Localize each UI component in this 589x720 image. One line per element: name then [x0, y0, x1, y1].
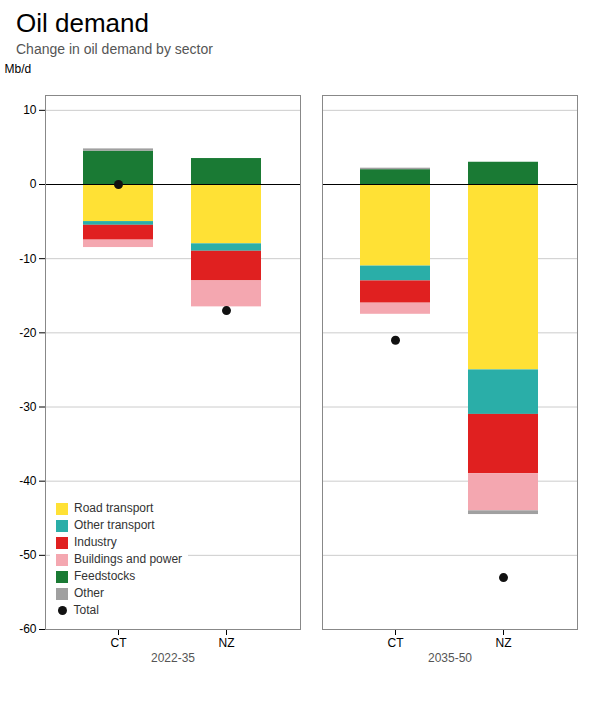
html-text:Other transport: Other transport [74, 518, 155, 532]
svg-text:-40: -40 [19, 474, 37, 488]
svg-text:CT: CT [111, 636, 128, 650]
svg-text:Mb/d: Mb/d [5, 62, 32, 76]
html-text:Industry: Industry [74, 535, 117, 549]
svg-text:-60: -60 [19, 622, 37, 636]
html-text:Feedstocks: Feedstocks [74, 569, 136, 583]
html-text:Oil demand: Oil demand [16, 8, 149, 38]
svg-text:-30: -30 [19, 400, 37, 414]
svg-text:CT: CT [388, 636, 405, 650]
svg-text:NZ: NZ [496, 636, 512, 650]
svg-text:0: 0 [30, 177, 37, 191]
svg-text:-10: -10 [19, 252, 37, 266]
svg-text:-50: -50 [19, 548, 37, 562]
html-text:Buildings and power: Buildings and power [74, 552, 183, 566]
svg-text:NZ: NZ [219, 636, 235, 650]
html-text:Change in oil demand by sector: Change in oil demand by sector [16, 41, 213, 57]
html-text:Road transport: Road transport [74, 501, 154, 515]
svg-text:2022-35: 2022-35 [151, 651, 195, 665]
html-text:Total: Total [73, 603, 99, 617]
svg-text:-20: -20 [19, 326, 37, 340]
html-text:Other: Other [74, 586, 104, 600]
svg-text:10: 10 [23, 103, 37, 117]
svg-text:2035-50: 2035-50 [428, 651, 472, 665]
